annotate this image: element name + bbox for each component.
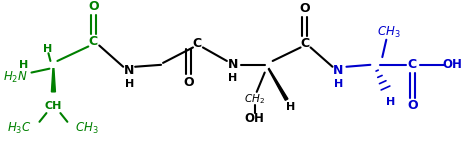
Text: $CH_3$: $CH_3$ — [74, 121, 98, 136]
Text: H: H — [125, 79, 134, 89]
Text: N: N — [228, 58, 238, 71]
Text: $CH_2$: $CH_2$ — [244, 93, 265, 106]
Polygon shape — [268, 68, 288, 100]
Text: O: O — [183, 76, 194, 89]
Text: O: O — [88, 0, 99, 13]
Text: OH: OH — [245, 112, 264, 125]
Text: H: H — [386, 96, 395, 107]
Text: H: H — [334, 79, 343, 89]
Text: C: C — [300, 37, 309, 50]
Text: H: H — [286, 102, 295, 112]
Text: H: H — [19, 60, 28, 70]
Text: $H_3C$: $H_3C$ — [7, 121, 32, 136]
Text: $CH_3$: $CH_3$ — [376, 24, 400, 40]
Text: C: C — [89, 35, 98, 48]
Text: $H_2N$: $H_2N$ — [3, 70, 28, 85]
Text: CH: CH — [45, 101, 62, 111]
Polygon shape — [51, 69, 55, 92]
Text: H: H — [43, 44, 52, 54]
Text: N: N — [333, 64, 344, 77]
Text: H: H — [228, 73, 237, 83]
Text: O: O — [407, 99, 418, 112]
Text: OH: OH — [442, 58, 462, 71]
Text: C: C — [408, 58, 417, 71]
Text: O: O — [299, 2, 310, 15]
Text: N: N — [124, 64, 134, 77]
Text: C: C — [192, 37, 201, 50]
